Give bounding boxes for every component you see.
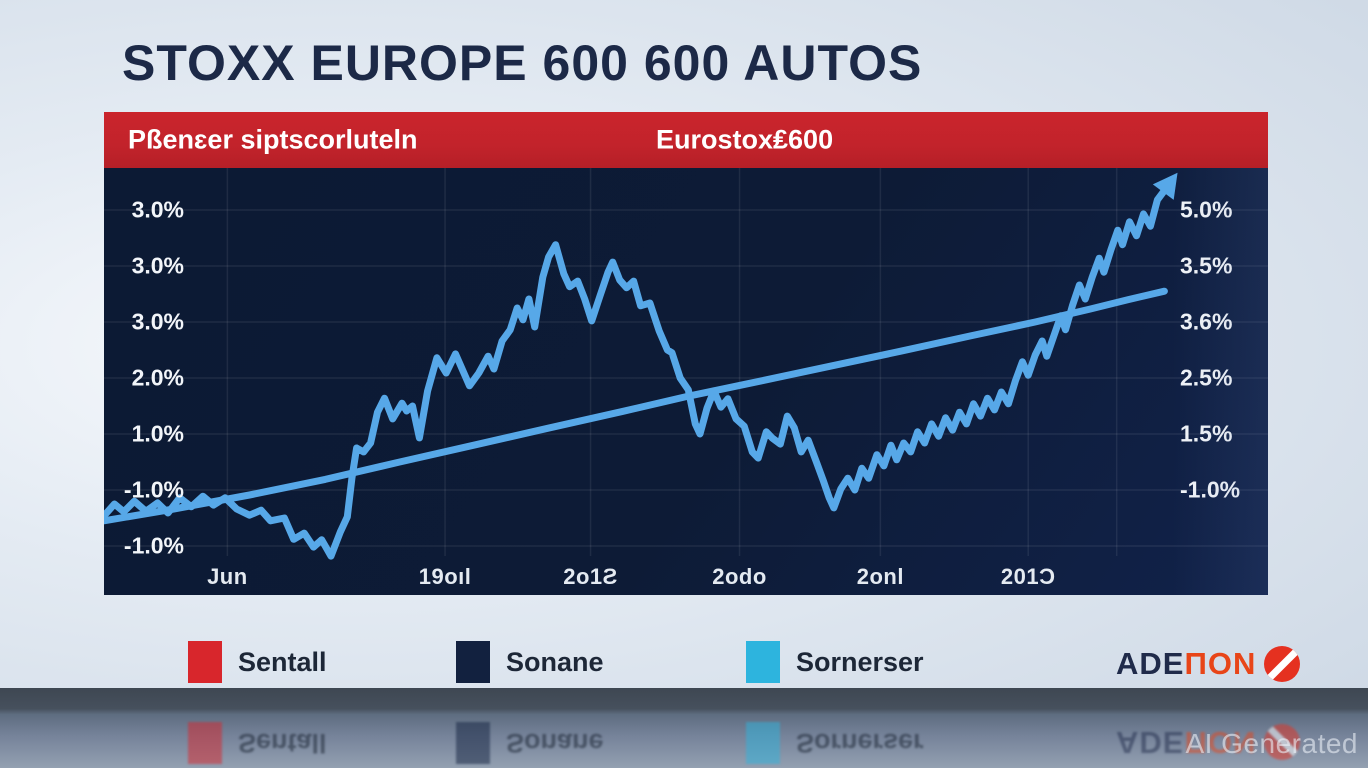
- reflection: Sentall Sonane Sornerser ADE ΠON: [0, 710, 1368, 766]
- legend-item-sonane: Sonane: [456, 720, 604, 766]
- legend-swatch-sentall: [188, 722, 222, 764]
- y-axis-label-left: 3.0%: [131, 308, 184, 335]
- brand-logo-suffix: ΠON: [1184, 646, 1257, 681]
- brand-logo-prefix: ADE: [1116, 646, 1185, 681]
- page-title: STOXX EUROPE 600 600 AUTOS: [122, 35, 923, 91]
- legend-item-sentall: Sentall: [188, 639, 327, 685]
- x-axis-label: 19oıl: [418, 564, 472, 589]
- legend-label-sentall: Sentall: [238, 646, 327, 677]
- x-axis-label: 2o1Ƨ: [563, 564, 618, 589]
- y-axis-label-left: 3.0%: [131, 196, 184, 223]
- legend-item-sornerser: Sornerser: [746, 639, 924, 685]
- y-axis-label-left: -1.0%: [123, 476, 184, 503]
- x-axis-label: 201Ɔ: [1000, 564, 1056, 589]
- legend-item-sentall: Sentall: [188, 720, 327, 766]
- legend-swatch-sornerser: [746, 641, 780, 683]
- series-line-trend: [104, 287, 1168, 525]
- y-axis-label-left: 1.0%: [131, 420, 184, 447]
- y-axis-label-right: 2.5%: [1180, 364, 1233, 391]
- y-axis-label-right: 1.5%: [1180, 420, 1233, 447]
- chart-canvas: [104, 168, 1268, 560]
- chart-header-left-label: Pßenɛer siptscorluteln: [128, 124, 418, 155]
- x-axis-label: 2onl: [856, 564, 904, 589]
- legend-swatch-sonane: [456, 641, 490, 683]
- brand-logo-prefix: ADE: [1116, 725, 1185, 760]
- y-axis-label-right: 5.0%: [1180, 196, 1233, 223]
- y-axis-label-left: 2.0%: [131, 364, 184, 391]
- arrow-head-icon: [1152, 172, 1178, 200]
- legend-swatch-sonane: [456, 722, 490, 764]
- legend-item-sornerser: Sornerser: [746, 720, 924, 766]
- chart-header-right-label: Eurostox₤600: [656, 124, 834, 155]
- ai-generated-watermark: AI Generated: [1185, 728, 1358, 759]
- y-axis-label-left: -1.0%: [123, 532, 184, 559]
- y-axis-label-right: -1.0%: [1180, 476, 1241, 503]
- line-chart: 3.0% 3.0% 3.0% 2.0% 1.0% -1.0% -1.0% 5.0% 3.5% 3…: [104, 168, 1268, 595]
- legend-swatch-sentall: [188, 641, 222, 683]
- series-line-index-price: [104, 188, 1167, 560]
- y-axis-label-right: 3.5%: [1180, 252, 1233, 279]
- y-axis-label-right: 3.6%: [1180, 308, 1233, 335]
- x-axis-label: Jun: [207, 564, 248, 589]
- legend-label-sornerser: Sornerser: [796, 646, 924, 677]
- y-axis-label-left: 3.0%: [131, 252, 184, 279]
- legend-label-sornerser: Sornerser: [796, 728, 924, 759]
- brand-badge-icon: [1264, 646, 1301, 682]
- legend-label-sentall: Sentall: [238, 728, 327, 759]
- floor-reflection-strip: Sentall Sonane Sornerser ADE ΠON AI Genera…: [0, 688, 1368, 768]
- chart-header-bar: Pßenɛer siptscorluteln Eurostox₤600: [104, 112, 1268, 168]
- legend-swatch-sornerser: [746, 722, 780, 764]
- chart-panel: Pßenɛer siptscorluteln Eurostox₤600 3.0%…: [104, 112, 1268, 595]
- badge-slash-stripe: [1264, 646, 1301, 682]
- legend-item-sonane: Sonane: [456, 639, 604, 685]
- x-axis-label: 2odo: [712, 564, 767, 589]
- legend: Sentall Sonane Sornerser: [0, 639, 1368, 685]
- legend-label-sonane: Sonane: [506, 728, 604, 759]
- brand-logo: ADE ΠON: [1116, 644, 1301, 684]
- legend-label-sonane: Sonane: [506, 646, 604, 677]
